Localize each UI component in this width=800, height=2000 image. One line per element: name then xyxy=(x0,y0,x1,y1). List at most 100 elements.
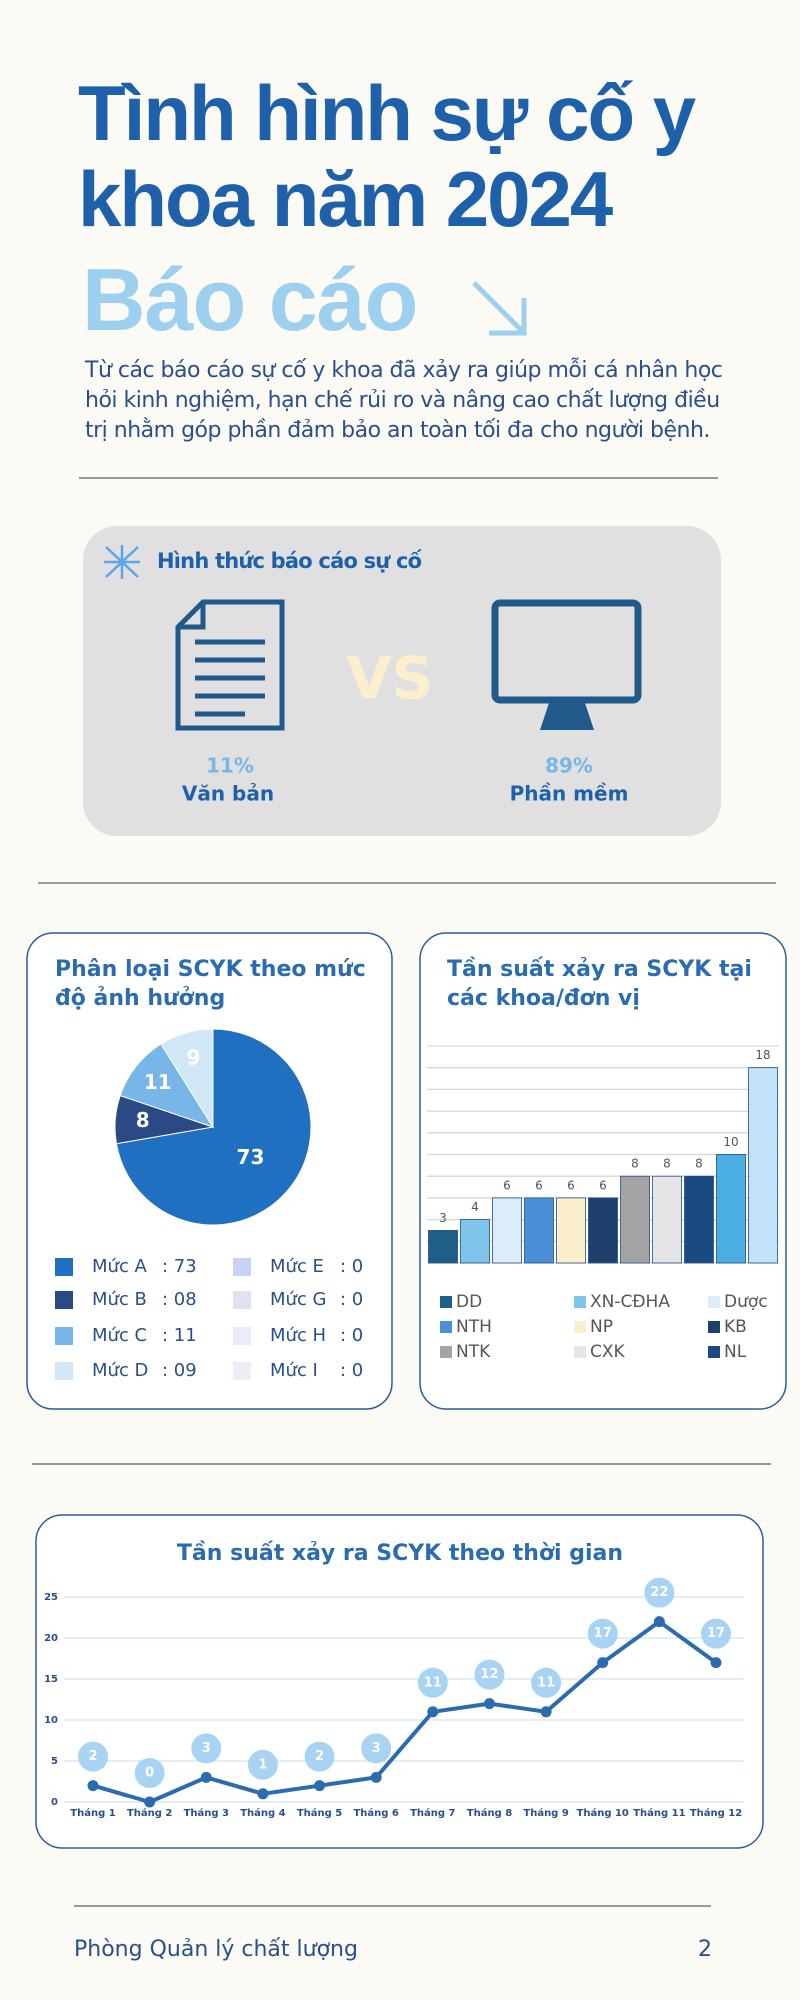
slice-label: 11 xyxy=(144,1070,172,1094)
value-bubble xyxy=(191,1733,222,1764)
y-tick-label: 15 xyxy=(44,1674,58,1685)
x-tick-label: Tháng 6 xyxy=(353,1807,398,1819)
point xyxy=(710,1657,722,1669)
legend-label: Mức E xyxy=(270,1256,324,1277)
legend-value: : 0 xyxy=(340,1289,363,1310)
value-label: 0 xyxy=(145,1766,154,1781)
point xyxy=(483,1698,495,1710)
bar xyxy=(524,1197,554,1264)
legend-label: Mức C xyxy=(92,1325,147,1346)
bar xyxy=(556,1197,586,1264)
value-label: 22 xyxy=(650,1585,668,1600)
point xyxy=(427,1706,439,1718)
point xyxy=(540,1706,552,1718)
bar xyxy=(428,1230,458,1264)
x-tick-label: Tháng 10 xyxy=(577,1807,629,1819)
point xyxy=(314,1780,326,1792)
x-tick-label: Tháng 7 xyxy=(410,1807,455,1819)
value-label: 11 xyxy=(424,1675,442,1690)
bar xyxy=(492,1197,522,1264)
value-label: 12 xyxy=(480,1667,498,1682)
legend-value: : 0 xyxy=(340,1256,363,1277)
bar xyxy=(460,1219,490,1264)
report-form-title: Hình thức báo cáo sự cố xyxy=(157,549,423,573)
legend-label: Mức D xyxy=(92,1360,148,1381)
value-bubble xyxy=(134,1758,165,1788)
slice-label: 73 xyxy=(237,1145,265,1169)
subtitle: Báo cáo xyxy=(82,250,418,349)
legend-swatch xyxy=(440,1296,452,1308)
chart-title: Tần suất xảy ra SCYK tại các khoa/đơn vị xyxy=(447,957,752,1011)
legend-swatch xyxy=(708,1346,720,1358)
bar xyxy=(588,1197,618,1264)
x-tick-label: Tháng 9 xyxy=(523,1807,568,1819)
point xyxy=(87,1780,99,1792)
bar-label: 18 xyxy=(755,1048,770,1062)
vs-label: VS xyxy=(347,644,434,712)
legend-label: KB xyxy=(724,1317,747,1337)
slice-label: 9 xyxy=(187,1046,201,1070)
legend-label: Mức G xyxy=(270,1289,327,1310)
point xyxy=(144,1796,156,1808)
legend-label: NP xyxy=(590,1317,613,1337)
value-label: 2 xyxy=(315,1749,324,1764)
x-tick-label: Tháng 3 xyxy=(184,1807,229,1819)
y-tick-label: 10 xyxy=(44,1715,58,1726)
point xyxy=(653,1616,665,1628)
bar-label: 8 xyxy=(695,1157,703,1171)
legend-label: CXK xyxy=(590,1342,626,1362)
value-label: 3 xyxy=(202,1741,211,1756)
value-label: 11 xyxy=(537,1675,555,1690)
bar xyxy=(684,1175,714,1264)
legend-swatch xyxy=(440,1346,452,1358)
chart-title: Phân loại SCYK theo mức độ ảnh hưởng xyxy=(55,957,366,1011)
bar-label: 3 xyxy=(439,1211,447,1225)
legend-swatch xyxy=(574,1296,586,1308)
bar-label: 6 xyxy=(503,1178,511,1192)
share-label: 11% xyxy=(206,754,254,778)
value-bubble xyxy=(78,1741,108,1772)
legend-label: NL xyxy=(724,1342,747,1362)
line-card xyxy=(35,1514,764,1849)
legend-swatch xyxy=(233,1362,251,1380)
y-tick-label: 20 xyxy=(44,1633,58,1644)
monitor-icon xyxy=(491,599,642,730)
legend-swatch xyxy=(708,1296,720,1308)
star-icon xyxy=(104,545,140,579)
bar-label: 6 xyxy=(599,1178,607,1192)
bar-label: 8 xyxy=(663,1157,671,1171)
pie-slice xyxy=(115,1028,312,1226)
y-tick-label: 0 xyxy=(51,1797,58,1808)
legend-value: : 0 xyxy=(340,1325,363,1346)
legend-swatch xyxy=(55,1362,73,1380)
point xyxy=(370,1771,382,1783)
title: Tình hình sự cố y khoa năm 2024 xyxy=(78,69,696,243)
value-bubble xyxy=(361,1733,392,1764)
legend-swatch xyxy=(574,1321,586,1333)
point xyxy=(597,1657,609,1669)
value-label: 17 xyxy=(707,1626,725,1641)
legend-label: XN-CĐHA xyxy=(590,1292,670,1312)
value-label: 1 xyxy=(258,1757,267,1772)
line xyxy=(92,1619,718,1804)
x-tick-label: Tháng 8 xyxy=(467,1807,512,1819)
bar-label: 8 xyxy=(631,1157,639,1171)
share-name: Phần mềm xyxy=(510,782,629,806)
pie-slice xyxy=(119,1043,215,1128)
point xyxy=(200,1771,212,1783)
legend-value: : 08 xyxy=(162,1289,197,1310)
x-tick-label: Tháng 11 xyxy=(633,1807,685,1819)
legend-value: : 09 xyxy=(162,1360,197,1381)
legend-swatch xyxy=(708,1321,720,1333)
legend-value: : 0 xyxy=(340,1360,363,1381)
legend-swatch xyxy=(574,1346,586,1358)
value-bubble xyxy=(531,1667,562,1698)
legend-label: Dược xyxy=(724,1292,768,1312)
legend-swatch xyxy=(440,1321,452,1333)
footer-department: Phòng Quản lý chất lượng xyxy=(74,1937,358,1962)
value-label: 3 xyxy=(372,1741,381,1756)
bar-label: 6 xyxy=(535,1178,543,1192)
bar xyxy=(716,1154,746,1264)
